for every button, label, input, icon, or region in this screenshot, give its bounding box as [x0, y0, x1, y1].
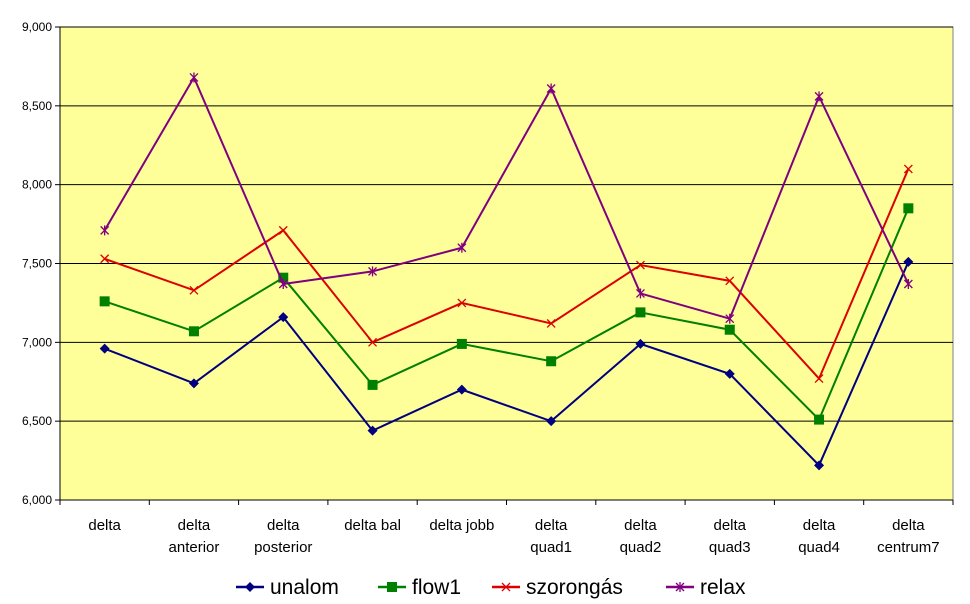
x-tick-label: delta quad4 — [798, 517, 840, 556]
y-tick-label: 9,000 — [22, 20, 52, 34]
x-tick-label: delta bal — [344, 517, 401, 534]
data-point — [456, 384, 467, 395]
series-lines — [99, 72, 914, 471]
x-tick-label: delta anterior — [169, 517, 220, 556]
data-point — [457, 298, 467, 308]
legend-marker — [675, 582, 685, 592]
legend-item: flow1 — [378, 576, 461, 599]
data-point — [278, 312, 289, 323]
data-point — [457, 242, 467, 253]
data-point — [635, 260, 645, 270]
data-point — [368, 266, 378, 277]
data-point — [188, 378, 199, 389]
legend-marker — [387, 582, 397, 592]
data-point — [903, 256, 914, 267]
data-point — [725, 276, 735, 286]
data-point — [635, 288, 645, 299]
data-point — [903, 203, 914, 214]
series-1 — [99, 203, 914, 425]
legend-item: unalom — [236, 576, 339, 599]
data-point — [814, 414, 825, 425]
series-3 — [100, 72, 913, 324]
legend-marker — [245, 582, 255, 592]
data-point — [814, 460, 825, 471]
data-point — [100, 254, 110, 264]
legend-label: szorongás — [526, 576, 623, 599]
data-point — [814, 374, 824, 384]
data-point — [278, 272, 289, 283]
legend-marker — [501, 582, 511, 592]
data-point — [189, 72, 199, 83]
data-point — [367, 379, 378, 390]
x-tick-label: delta centrum7 — [877, 517, 940, 556]
x-tick-label: delta quad1 — [530, 517, 572, 556]
y-tick-label: 6,500 — [22, 414, 52, 428]
data-point — [546, 416, 557, 427]
data-point — [635, 338, 646, 349]
x-tick-label: delta — [88, 517, 121, 534]
data-point — [546, 83, 556, 94]
x-tick-label: delta posterior — [254, 517, 312, 556]
legend-item: relax — [666, 576, 746, 599]
data-point — [189, 285, 199, 295]
data-point — [546, 356, 557, 367]
data-point — [903, 164, 913, 174]
x-tick-label: delta quad2 — [620, 517, 662, 556]
legend-item: szorongás — [492, 576, 623, 599]
series-0 — [99, 256, 914, 471]
data-point — [725, 313, 735, 324]
data-point — [100, 225, 110, 236]
data-point — [724, 368, 735, 379]
data-point — [367, 425, 378, 436]
data-point — [724, 324, 735, 335]
data-point — [278, 278, 288, 289]
y-tick-label: 7,500 — [22, 257, 52, 271]
y-tick-label: 8,500 — [22, 99, 52, 113]
legend-label: flow1 — [412, 576, 461, 599]
data-point — [368, 337, 378, 347]
data-point — [99, 296, 110, 307]
legend: unalom flow1 szorongás relax — [236, 576, 746, 599]
data-point — [99, 343, 110, 354]
series-line — [104, 207, 910, 422]
data-point — [278, 225, 288, 235]
y-axis-ticks: 6,000 6,500 7,000 7,500 8,000 8,500 9,000 — [22, 20, 61, 507]
series-line — [103, 75, 910, 320]
series-line — [104, 168, 910, 381]
data-point — [188, 326, 199, 337]
data-point — [903, 278, 913, 289]
y-tick-label: 7,000 — [22, 335, 52, 349]
data-point — [635, 307, 646, 318]
y-tick-label: 8,000 — [22, 178, 52, 192]
series-line — [104, 261, 910, 468]
series-2 — [100, 164, 913, 384]
data-point — [546, 318, 556, 328]
x-tick-label: delta jobb — [429, 517, 494, 534]
legend-label: relax — [700, 576, 746, 599]
data-point — [814, 91, 824, 102]
x-tick-label: delta quad3 — [709, 517, 751, 556]
y-tick-label: 6,000 — [22, 493, 52, 507]
legend-label: unalom — [270, 576, 339, 599]
x-axis-ticks: delta delta anterior delta posterior delta ba… — [59, 499, 954, 556]
data-point — [456, 338, 467, 349]
